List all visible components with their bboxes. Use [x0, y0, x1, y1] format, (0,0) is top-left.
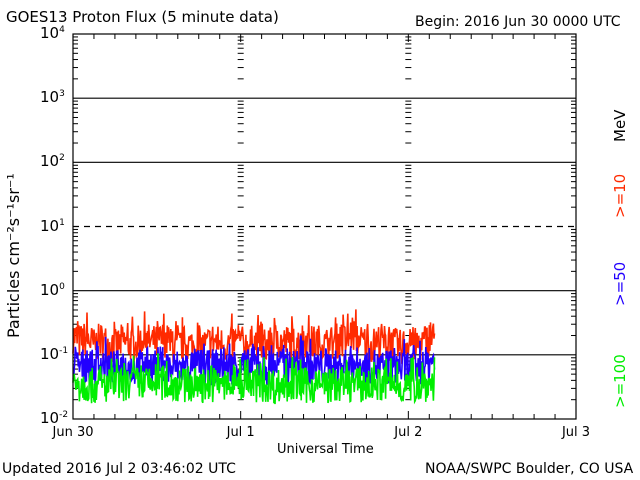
x-axis-label: Universal Time	[277, 442, 374, 457]
y-tick-base: 10	[40, 344, 60, 363]
y-tick-exp: 0	[59, 281, 65, 292]
y-tick-base: 10	[40, 88, 60, 107]
y-tick-label: 102	[40, 152, 65, 170]
y-tick-label: 104	[40, 24, 65, 42]
plot-frame	[72, 33, 577, 420]
y-tick-label: 100	[40, 281, 65, 299]
updated-timestamp: Updated 2016 Jul 2 03:46:02 UTC	[2, 461, 236, 477]
y-tick-base: 10	[40, 216, 60, 235]
y-tick-exp: -1	[59, 345, 69, 356]
y-tick-exp: 3	[59, 89, 65, 100]
y-tick-base: 10	[40, 152, 60, 171]
x-tick-label: Jul 1	[226, 425, 255, 440]
legend-ge50: >=50	[611, 261, 629, 306]
credit: NOAA/SWPC Boulder, CO USA	[425, 461, 634, 477]
y-tick-label: 103	[40, 88, 65, 106]
series-line-2	[72, 353, 436, 405]
y-tick-base: 10	[40, 280, 60, 299]
y-tick-exp: 4	[59, 25, 65, 35]
y-tick-exp: 1	[59, 217, 65, 228]
x-tick-label: Jun 30	[52, 425, 94, 440]
y-tick-label: 101	[40, 217, 65, 235]
legend-ge100: >=100	[611, 354, 629, 408]
y-axis-label: Particles cm⁻²s⁻¹sr⁻¹	[4, 173, 23, 338]
series-line-1	[72, 335, 436, 387]
legend-unit: MeV	[611, 109, 629, 142]
y-tick-label: 10-1	[40, 345, 68, 363]
legend-ge10: >=10	[611, 173, 629, 218]
y-tick-label: 10-2	[40, 409, 68, 427]
x-tick-label: Jul 3	[561, 425, 591, 440]
begin-label: Begin: 2016 Jun 30 0000 UTC	[415, 14, 621, 30]
y-tick-base: 10	[40, 409, 60, 427]
y-tick-base: 10	[40, 24, 60, 42]
x-tick-label: Jul 2	[394, 425, 423, 440]
chart-title: GOES13 Proton Flux (5 minute data)	[6, 8, 279, 26]
y-tick-exp: -2	[59, 410, 69, 420]
y-tick-exp: 2	[59, 153, 65, 164]
